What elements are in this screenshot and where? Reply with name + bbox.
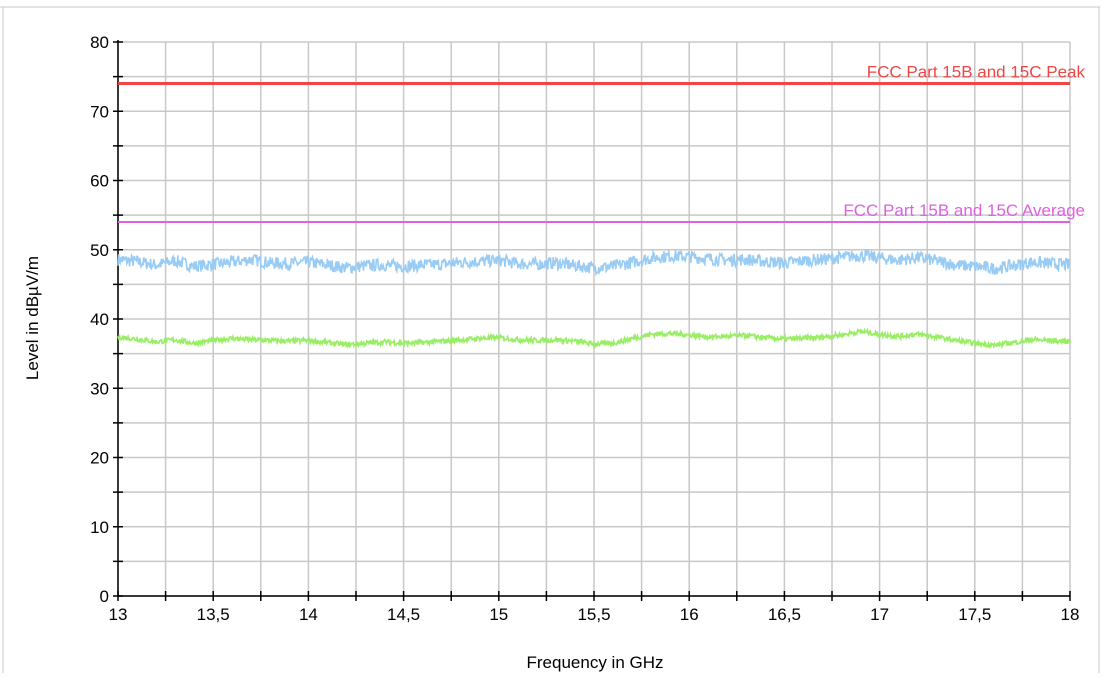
x-tick-label: 17 xyxy=(870,605,889,624)
y-tick-label: 50 xyxy=(90,241,109,260)
x-tick-label: 13 xyxy=(109,605,128,624)
y-tick-label: 80 xyxy=(90,33,109,52)
y-axis-label: Level in dBµV/m xyxy=(23,256,42,380)
limit-lines: FCC Part 15B and 15C Peak FCC Part 15B an… xyxy=(118,63,1086,224)
x-tick-label: 16 xyxy=(680,605,699,624)
series-line xyxy=(117,327,1071,350)
y-tick-label: 30 xyxy=(90,379,109,398)
limit-label: FCC Part 15B and 15C Peak xyxy=(867,63,1086,82)
x-tick-label: 15,5 xyxy=(577,605,610,624)
x-tick-label: 17,5 xyxy=(958,605,991,624)
y-tick-label: 70 xyxy=(90,102,109,121)
x-tick-label: 15 xyxy=(489,605,508,624)
y-tick-label: 20 xyxy=(90,449,109,468)
x-tick-label: 16,5 xyxy=(768,605,801,624)
y-tick-label: 10 xyxy=(90,518,109,537)
y-tick-label: 0 xyxy=(100,587,109,606)
series-group xyxy=(117,249,1071,350)
grid xyxy=(117,41,1071,597)
y-tick-label: 40 xyxy=(90,310,109,329)
series-line xyxy=(117,249,1071,277)
x-tick-label: 14,5 xyxy=(387,605,420,624)
x-tick-label: 13,5 xyxy=(197,605,230,624)
x-tick-label: 18 xyxy=(1061,605,1080,624)
y-tick-label: 60 xyxy=(90,172,109,191)
x-tick-label: 14 xyxy=(299,605,318,624)
axes: 0 10 20 30 40 50 60 70 80 13 13,5 14 14,5 15 15,5 16 16,… xyxy=(90,33,1079,624)
x-axis-label: Frequency in GHz xyxy=(527,653,664,672)
limit-label: FCC Part 15B and 15C Average xyxy=(843,201,1085,220)
